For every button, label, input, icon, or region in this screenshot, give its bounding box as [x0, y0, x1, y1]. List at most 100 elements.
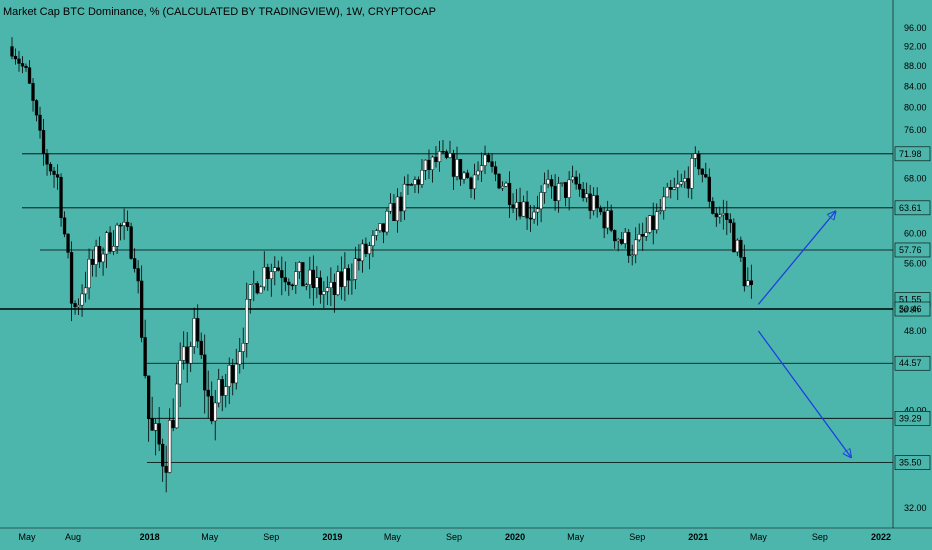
candle-body: [52, 170, 56, 175]
candle-body: [641, 234, 645, 237]
candle-body: [574, 176, 578, 185]
candle-body: [76, 304, 81, 308]
candle-body: [255, 283, 259, 294]
candle-body: [620, 239, 624, 244]
candle-body: [38, 114, 42, 131]
candle-body: [448, 153, 452, 158]
candle-body: [725, 213, 729, 220]
candle-body: [269, 271, 273, 279]
candle-body: [728, 219, 732, 224]
y-tick-label: 60.00: [904, 228, 927, 238]
candle-body: [395, 196, 400, 221]
candle-body: [507, 182, 512, 205]
candle-body: [521, 201, 526, 217]
candle-body: [746, 280, 750, 287]
candle-body: [371, 235, 375, 246]
candle-body: [658, 210, 662, 212]
candle-body: [483, 154, 487, 166]
candle-body: [322, 291, 326, 295]
candle-body: [297, 262, 301, 272]
level-tag: [894, 200, 931, 216]
candle-body: [581, 188, 585, 199]
candle-body: [353, 258, 358, 280]
candle-body: [406, 183, 410, 186]
y-tick-label: 32.00: [904, 503, 927, 513]
candle-body: [346, 268, 351, 281]
candle-body: [683, 178, 687, 183]
candle-body: [430, 156, 435, 171]
candle-body: [662, 196, 666, 211]
y-tick-label: 96.00: [904, 23, 927, 33]
candle-body: [69, 252, 74, 304]
candle-body: [164, 465, 168, 473]
level-label: 71.98: [899, 149, 922, 159]
price-axis: 96.00 92.00 88.00 84.00 80.00 76.00 68.00 60.00…: [892, 0, 931, 528]
candle-body: [623, 232, 627, 244]
x-tick-label: May: [567, 532, 585, 542]
level-tag: [894, 242, 931, 258]
candle-body: [34, 100, 39, 116]
candle-body: [83, 287, 88, 295]
y-tick-label: 48.00: [904, 326, 927, 336]
candle-body: [374, 230, 379, 236]
candle-body: [595, 195, 599, 209]
candle-body: [469, 177, 473, 190]
candle-body: [118, 224, 123, 227]
candle-body: [360, 243, 365, 262]
candle-body: [437, 151, 442, 163]
candle-body: [721, 213, 725, 216]
candle-body: [711, 201, 715, 214]
candle-body: [220, 379, 224, 396]
candle-body: [542, 183, 547, 193]
candle-body: [423, 159, 428, 171]
candle-body: [444, 151, 449, 158]
candle-body: [31, 83, 35, 101]
candle-body: [539, 192, 543, 210]
candle-body: [276, 267, 280, 271]
x-tick-label: 2019: [322, 532, 342, 542]
candle-body: [749, 280, 753, 285]
candle-body: [532, 211, 536, 220]
candle-body: [185, 346, 189, 364]
candle-body: [101, 253, 105, 263]
candle-body: [238, 351, 242, 365]
candle-body: [525, 201, 529, 219]
candle-body: [588, 193, 592, 211]
candle-body: [700, 168, 704, 175]
level-label: 63.61: [899, 203, 922, 213]
candle-body: [462, 172, 466, 180]
candle-body: [602, 211, 606, 229]
price-tag-countdown: 2d 8h: [899, 306, 919, 315]
candle-body: [318, 277, 322, 295]
level-label: 51.55: [899, 295, 922, 305]
candle-body: [599, 207, 603, 213]
candle-body: [567, 179, 571, 198]
candle-body: [245, 299, 249, 344]
candle-body: [217, 379, 221, 404]
candle-body: [570, 176, 575, 181]
candle-body: [458, 159, 463, 180]
candle-body: [108, 232, 112, 252]
candle-body: [273, 267, 277, 272]
level-tag: [894, 355, 931, 371]
candle-body: [231, 365, 235, 384]
x-tick-label: 2020: [505, 532, 525, 542]
candle-body: [252, 283, 256, 285]
candle-body: [90, 258, 95, 265]
candle-body: [241, 343, 245, 352]
chart-title: Market Cap BTC Dominance, % (CALCULATED …: [3, 6, 436, 18]
candle-body: [311, 269, 315, 288]
candle-body: [115, 224, 119, 247]
candle-body: [350, 279, 354, 281]
candle-body: [178, 360, 182, 385]
candle-body: [301, 262, 305, 287]
candle-body: [553, 185, 557, 201]
candle-body: [227, 365, 231, 387]
candle-body: [139, 280, 144, 338]
candle-body: [735, 239, 739, 253]
candle-body: [392, 203, 396, 221]
candle-body: [94, 245, 98, 265]
candle-body: [690, 158, 694, 189]
candle-body: [627, 232, 631, 256]
